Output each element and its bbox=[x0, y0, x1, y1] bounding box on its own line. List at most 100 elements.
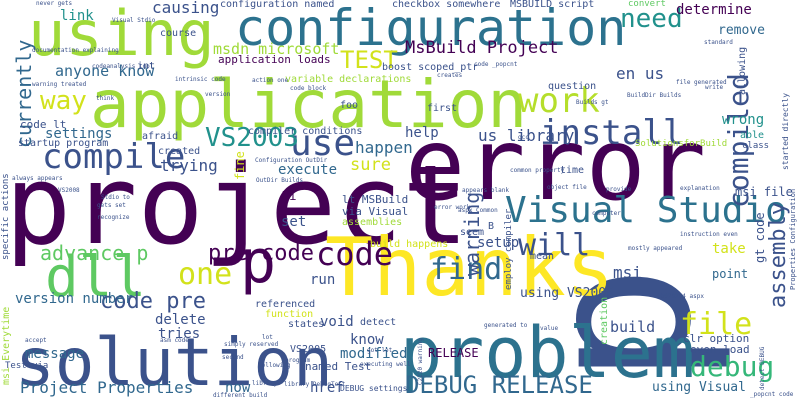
cloud-word: started directly bbox=[781, 92, 790, 170]
cloud-word: version bbox=[205, 91, 231, 98]
cloud-word: error work bbox=[434, 204, 471, 211]
cloud-word: executing well bbox=[360, 361, 411, 368]
cloud-word: execute bbox=[278, 162, 338, 178]
cloud-word: determine bbox=[676, 2, 752, 18]
cloud-word: wrong bbox=[722, 112, 765, 128]
cloud-word: compile bbox=[42, 137, 186, 177]
cloud-word: startup program bbox=[18, 138, 109, 149]
cloud-word: BuildDir Builds bbox=[627, 92, 682, 99]
cloud-word: lot bbox=[262, 334, 273, 341]
cloud-word: class bbox=[742, 141, 770, 151]
cloud-word: different build bbox=[213, 392, 268, 399]
cloud-word: function bbox=[265, 309, 314, 320]
cloud-word: always appears bbox=[12, 175, 63, 182]
cloud-word: take bbox=[712, 241, 746, 257]
cloud-word: assemblies bbox=[342, 217, 403, 228]
cloud-word: modified bbox=[340, 346, 408, 362]
cloud-word: msi bbox=[613, 263, 642, 282]
cloud-word: currently bbox=[12, 39, 36, 148]
cloud-word: _popcnt code bbox=[750, 391, 794, 398]
cloud-word: B bbox=[488, 221, 495, 232]
cloud-word: use bbox=[290, 123, 356, 164]
cloud-word: Hi bbox=[282, 189, 297, 203]
cloud-word: standard bbox=[704, 39, 733, 46]
cloud-word: aspx Common bbox=[458, 207, 498, 214]
cloud-word: p bbox=[240, 227, 277, 297]
cloud-word: link bbox=[60, 8, 94, 24]
cloud-word: Builds gt bbox=[576, 99, 609, 106]
cloud-word: sure bbox=[350, 155, 391, 175]
cloud-word: code block bbox=[290, 85, 327, 92]
cloud-word: dll bbox=[45, 245, 147, 310]
cloud-word: way bbox=[40, 86, 87, 116]
cloud-word: debug bbox=[690, 350, 775, 383]
cloud-word: problem bbox=[400, 312, 696, 394]
cloud-word: now bbox=[225, 380, 251, 396]
cloud-word: SolutionsforBuild bbox=[635, 139, 728, 149]
cloud-word: generated to bbox=[484, 322, 528, 329]
cloud-word: advance p bbox=[40, 241, 149, 265]
cloud-word: explanation bbox=[680, 185, 720, 192]
cloud-word: got lot bbox=[367, 347, 393, 354]
cloud-word: int bbox=[137, 61, 156, 72]
cloud-word: solution bbox=[15, 324, 333, 400]
cloud-word: employ compiler bbox=[504, 208, 514, 290]
cloud-word: VS2005 bbox=[290, 344, 327, 355]
cloud-word: foo bbox=[340, 100, 359, 111]
cloud-word: bb629294 aspx bbox=[657, 293, 704, 300]
cloud-word: Visual Studio bbox=[505, 190, 787, 231]
cloud-word: recognize bbox=[97, 214, 130, 221]
cloud-word: question bbox=[548, 81, 597, 92]
cloud-word: never gets bbox=[36, 0, 73, 7]
cloud-word: gets set bbox=[97, 202, 126, 209]
cloud-word: states bbox=[288, 319, 325, 330]
cloud-word: Properties Configuration bbox=[789, 188, 797, 290]
cloud-word: VS2008 bbox=[58, 187, 80, 194]
cloud-word: mostly appeared bbox=[628, 245, 683, 252]
cloud-word: help bbox=[405, 125, 439, 141]
cloud-word: gt code bbox=[753, 212, 767, 263]
cloud-word: C2220 warning bbox=[417, 338, 424, 385]
cloud-word: following bbox=[258, 362, 291, 369]
cloud-word: settings bbox=[45, 126, 113, 142]
cloud-word: Stdio to bbox=[101, 194, 130, 201]
cloud-word: mean bbox=[530, 251, 555, 262]
cloud-word: gcc bbox=[518, 134, 529, 141]
cloud-word: will bbox=[518, 228, 591, 263]
cloud-word: us library bbox=[478, 126, 575, 145]
cloud-word: DEBUG settings bbox=[340, 384, 408, 393]
cloud-word: time bbox=[560, 165, 585, 176]
cloud-word: delete bbox=[155, 312, 206, 328]
cloud-word: need bbox=[620, 4, 683, 34]
cloud-word: compiler conditions bbox=[248, 126, 363, 137]
cloud-word: set bbox=[281, 214, 307, 230]
cloud-word: warning treated bbox=[32, 81, 87, 88]
cloud-word: able bbox=[740, 130, 765, 141]
cloud-word: msi Everytime bbox=[1, 306, 12, 385]
cloud-word: variable declarations bbox=[285, 74, 412, 85]
cloud-word: creation bbox=[599, 296, 610, 345]
cloud-word: Visual Stdio bbox=[112, 17, 156, 24]
cloud-word: named Test bbox=[305, 360, 372, 373]
cloud-word: instruction even bbox=[680, 231, 738, 238]
cloud-word: provide bbox=[606, 186, 632, 193]
cloud-word: object file bbox=[547, 184, 587, 191]
cloud-word: version number bbox=[15, 291, 134, 307]
cloud-word: using VS2005 bbox=[520, 286, 614, 301]
cloud-word: DEBUG RELEASE bbox=[405, 371, 593, 399]
cloud-word: even load bbox=[690, 343, 750, 356]
cloud-word: fine bbox=[233, 151, 247, 180]
cloud-word: application bbox=[90, 66, 528, 143]
cloud-word: project bbox=[5, 141, 469, 269]
cloud-word: causing bbox=[152, 0, 220, 17]
cloud-word: build bbox=[610, 318, 656, 336]
cloud-word: file bbox=[680, 307, 753, 342]
cloud-word: setup bbox=[477, 235, 520, 251]
cloud-word: install bbox=[540, 113, 684, 153]
cloud-word: computer bbox=[592, 210, 621, 217]
cloud-word: detect bbox=[360, 317, 397, 328]
cloud-word: allowing bbox=[737, 46, 748, 95]
cloud-word: asm code bbox=[160, 337, 189, 344]
cloud-word: intrinsic code bbox=[175, 76, 226, 83]
